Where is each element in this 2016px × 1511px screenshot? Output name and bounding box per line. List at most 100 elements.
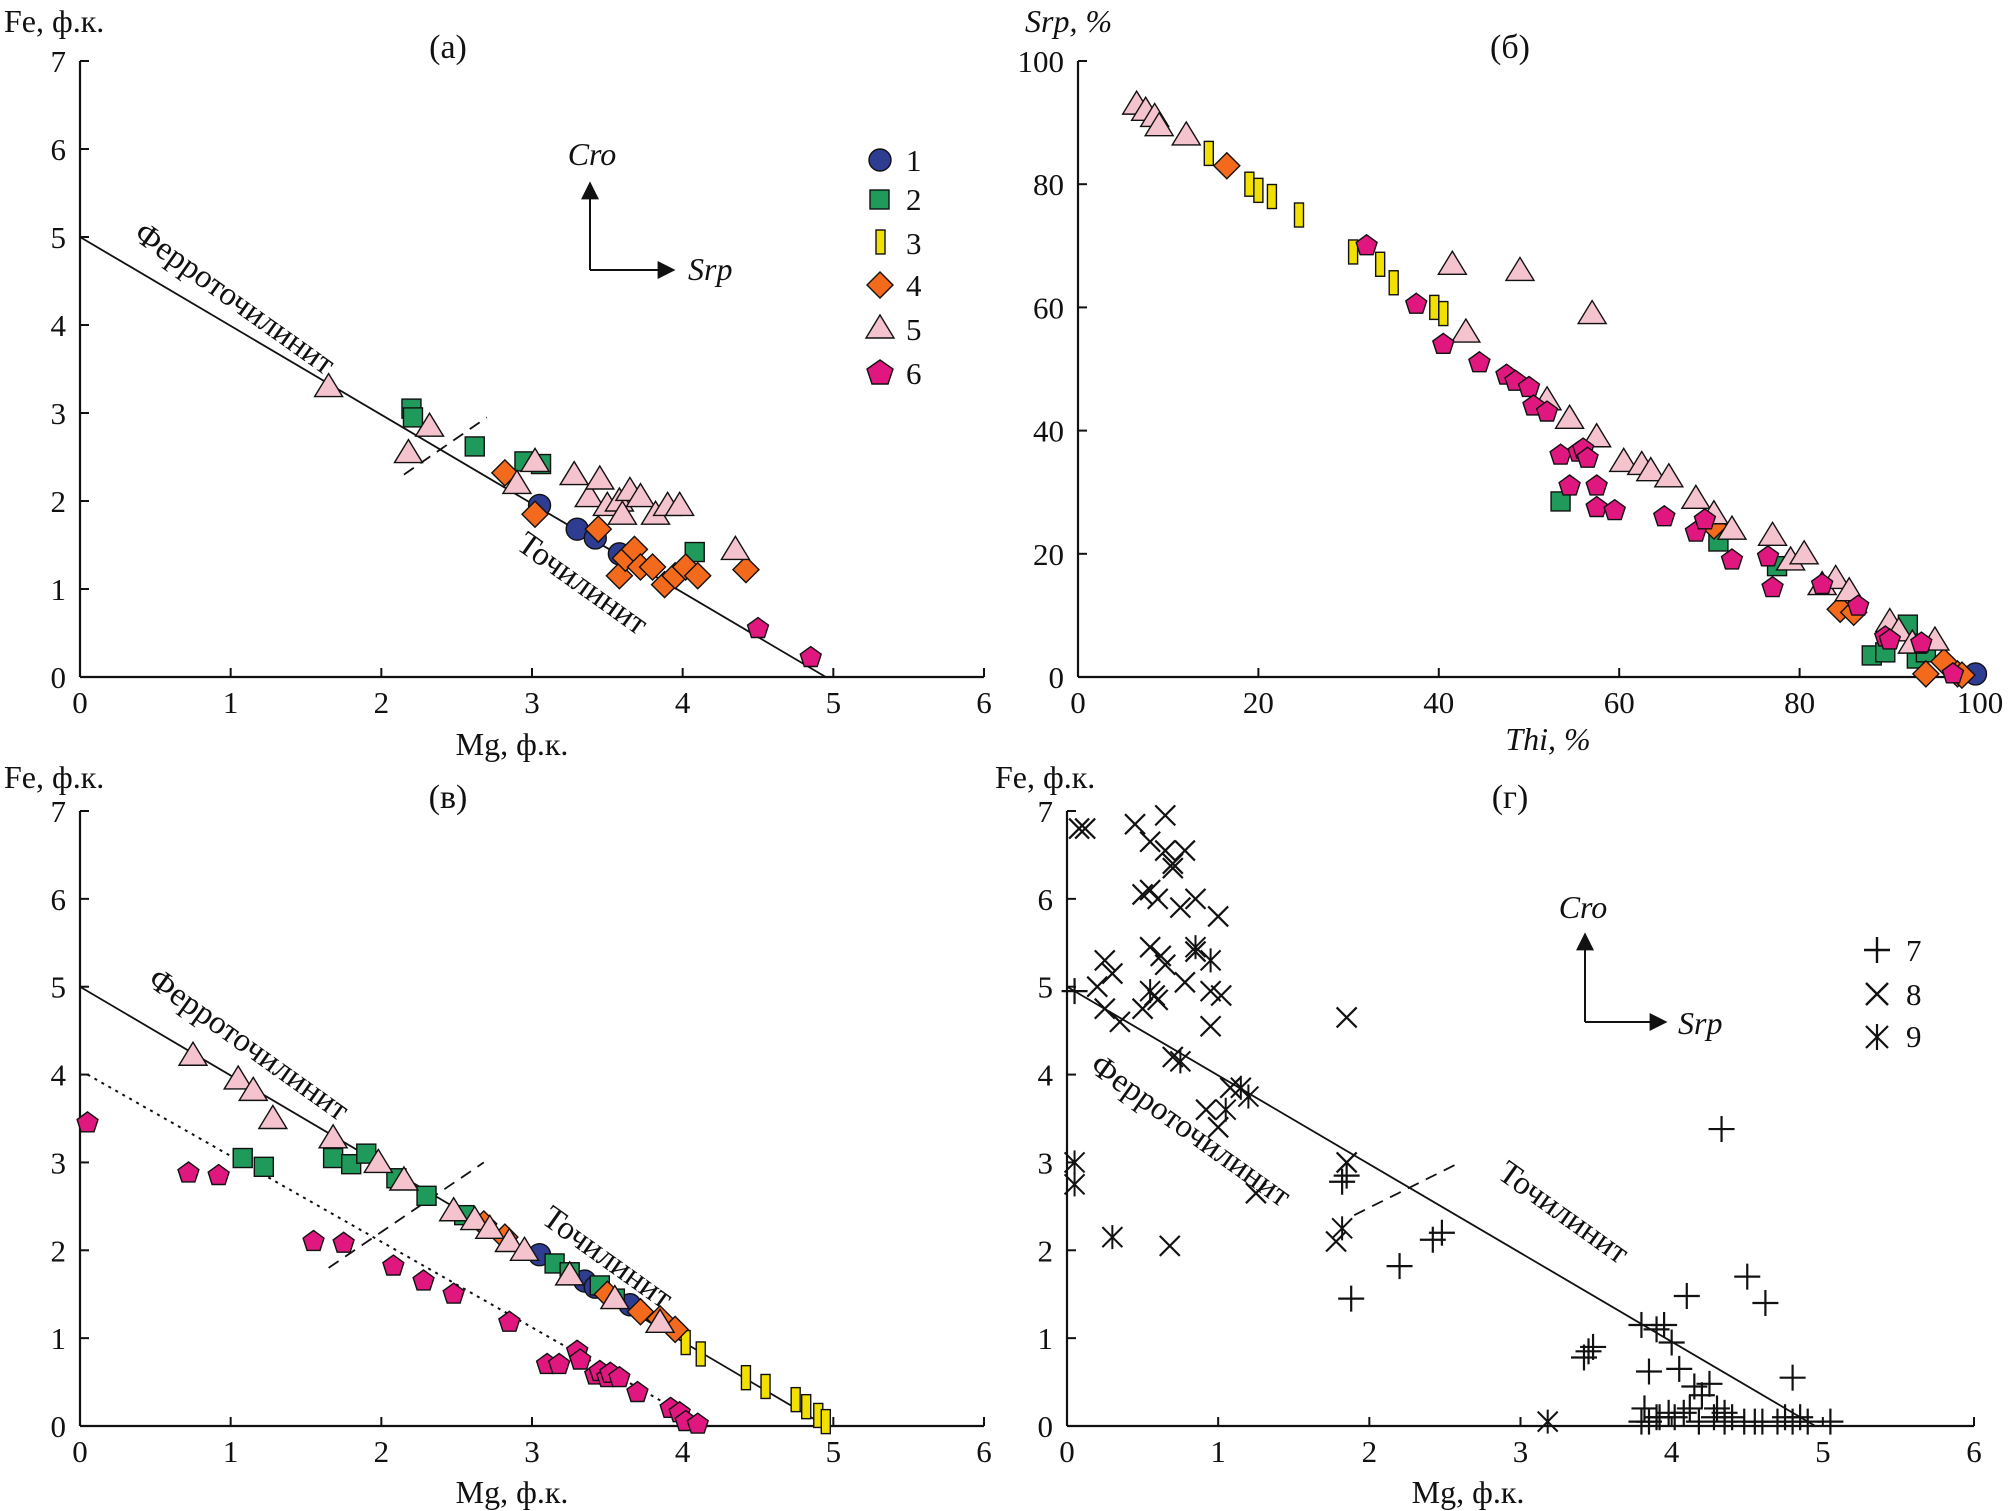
legend-label-9: 9 [1906,1019,1922,1054]
data-point-series-5 [388,1165,420,1191]
y-axis-label-v: Fe, ф.к. [4,759,104,795]
data-point-series-3 [820,1408,831,1435]
data-point-series-6 [76,1111,99,1133]
y-tick-label-v: 5 [51,970,67,1005]
data-point-series-5 [1554,403,1585,429]
data-point-series-5 [664,491,695,517]
data-point-series-3 [1293,202,1305,228]
data-point-series-5 [177,1040,209,1066]
data-point-series-5 [313,372,344,398]
data-point-series-7 [1635,1408,1662,1435]
data-point-series-6 [1585,474,1608,496]
data-point-series-5 [222,1064,254,1090]
data-point-series-6 [1517,375,1541,398]
data-point-series-5 [1608,447,1639,473]
data-point-series-7 [1666,1355,1693,1382]
data-point-series-4 [1911,659,1940,688]
data-point-series-5 [509,1235,540,1261]
y-tick-label-a: 5 [51,220,67,255]
data-point-series-6 [302,1229,325,1252]
data-point-series-5 [1680,484,1712,510]
legend-marker-6 [866,359,894,385]
data-point-series-6 [332,1231,355,1253]
data-point-series-5 [393,438,424,464]
data-point-series-5 [1143,111,1175,137]
data-point-series-8 [1074,817,1096,840]
x-tick-label-b: 0 [1070,685,1086,720]
data-point-series-6 [547,1352,571,1375]
legend-label-7: 7 [1906,933,1922,968]
x-tick-label-a: 2 [374,685,390,720]
data-point-series-5 [554,1260,585,1286]
direction-arrows-a: Cro Srp [568,136,733,287]
data-point-series-3 [1266,183,1278,210]
data-point-series-5 [607,499,638,525]
data-point-series-7 [1685,1408,1712,1435]
x-tick-label-a: 5 [826,685,842,720]
data-point-series-5 [558,460,590,486]
y-tick-label-g: 7 [1038,794,1054,829]
legend-item-6: 6 [866,356,922,391]
data-point-series-7 [1787,1404,1814,1431]
data-point-series-3 [695,1341,706,1367]
data-point-series-6 [442,1282,465,1304]
x-tick-label-a: 4 [675,685,691,720]
data-point-series-6 [1652,504,1676,527]
data-point-series-8 [1139,936,1161,958]
data-point-series-5 [494,1227,525,1253]
data-point-series-7 [1817,1408,1844,1435]
data-point-series-5 [1504,256,1536,282]
data-point-series-9 [1215,1097,1237,1122]
data-point-series-6 [1576,446,1599,468]
data-point-series-2 [322,1147,344,1169]
data-point-series-6 [1585,495,1608,518]
data-point-series-8 [1154,804,1177,827]
data-point-series-3 [760,1373,771,1400]
data-point-series-5 [1635,456,1667,482]
data-point-series-5 [644,1307,676,1334]
data-point-series-5 [1833,576,1865,602]
data-point-series-6 [382,1254,405,1276]
data-point-series-7 [1575,1338,1602,1365]
x-axis-label-v: Mg, ф.к. [456,1474,569,1510]
data-point-series-7 [1386,1253,1413,1280]
data-point-series-6 [1535,400,1559,422]
data-point-series-6 [1878,628,1902,650]
y-tick-label-g: 3 [1038,1145,1054,1180]
data-point-series-7 [1061,978,1088,1005]
data-point-series-7 [1708,1116,1735,1143]
arrow-label-srp-a: Srp [688,251,732,287]
data-point-series-7 [1670,1399,1697,1426]
data-point-series-7 [1428,1219,1455,1246]
data-point-series-7 [1734,1263,1761,1290]
data-point-series-7 [1651,1311,1678,1338]
x-tick-label-a: 1 [223,685,239,720]
data-point-series-5 [1576,299,1608,325]
data-point-series-5 [1437,249,1468,275]
data-point-series-7 [1658,1329,1685,1356]
data-point-series-6 [746,616,770,639]
data-point-series-8 [1159,1235,1181,1257]
legend-g: 7 8 9 [1864,933,1922,1054]
legend-item-9: 9 [1865,1019,1922,1054]
data-point-series-8 [1146,888,1169,910]
data-point-series-8 [1162,857,1184,879]
data-point-series-6 [177,1161,200,1183]
data-point-series-3 [1253,177,1264,204]
x-tick-label-a: 6 [976,685,992,720]
x-tick-label-v: 0 [72,1434,88,1469]
data-point-series-9 [1063,1150,1086,1175]
trend-line-dashed-v [328,1161,485,1269]
x-axis-label-a: Mg, ф.к. [456,726,569,762]
legend-label-2: 2 [906,182,922,217]
data-point-series-8 [1131,883,1154,906]
panel-a: (а) Fe, ф.к. Mg, ф.к. Cro Srp Ферроточил… [4,3,992,762]
data-point-series-5 [317,1123,349,1149]
panel-b: (б) Srp, % Thi, % 0 20 40 60 80 100 0 20 40 60 80 1… [1018,3,2004,757]
trend-line-solid-a [79,236,827,678]
data-point-series-5 [1450,317,1482,343]
y-axis-label-a: Fe, ф.к. [4,3,104,39]
data-point-series-5 [1757,520,1788,547]
data-point-series-8 [1094,997,1116,1020]
legend-marker-2 [869,189,890,210]
